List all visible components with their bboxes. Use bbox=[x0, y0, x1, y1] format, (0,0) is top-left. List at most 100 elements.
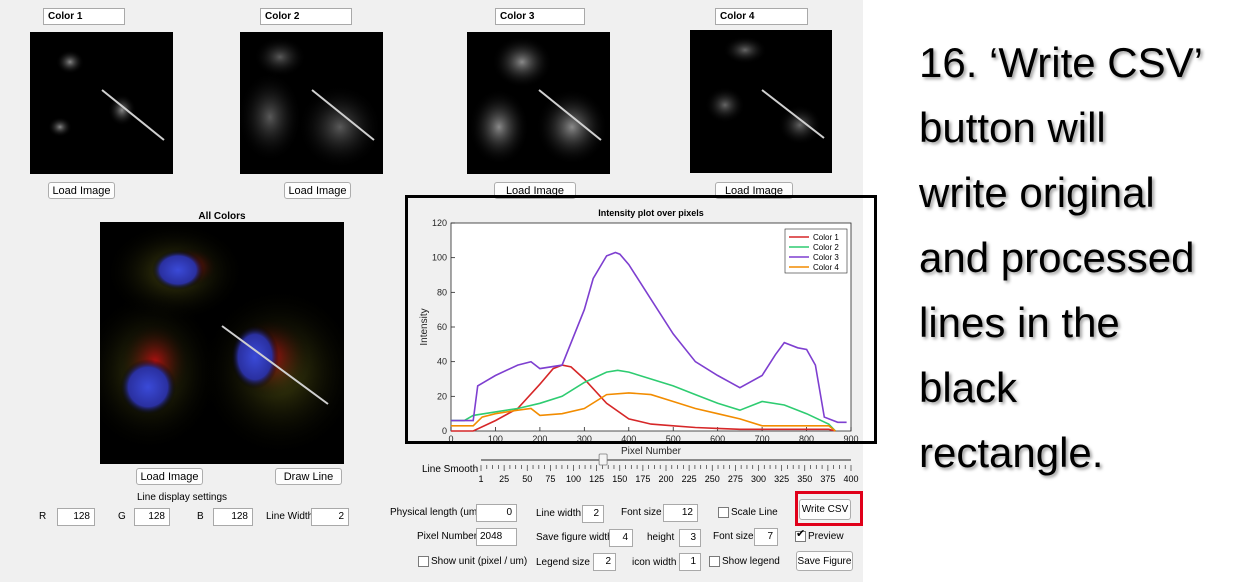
color4-load-image-button[interactable]: Load Image bbox=[715, 182, 793, 199]
x-tick-label: 900 bbox=[843, 434, 858, 444]
color2-image bbox=[240, 32, 383, 174]
show-legend-checkbox[interactable] bbox=[709, 556, 720, 567]
legend-entry: Color 1 bbox=[813, 233, 839, 242]
y-tick-label: 20 bbox=[437, 391, 447, 401]
color2-load-image-button[interactable]: Load Image bbox=[284, 182, 351, 199]
slider-tick-label: 175 bbox=[635, 474, 650, 484]
color3-title-field[interactable]: Color 3 bbox=[495, 8, 585, 25]
chart-title: Intensity plot over pixels bbox=[598, 208, 704, 218]
color1-image bbox=[30, 32, 173, 174]
series-line-3 bbox=[451, 251, 847, 424]
intensity-chart: Intensity plot over pixels 0 20 40 60 80 100 12… bbox=[419, 208, 859, 457]
legend-size-input[interactable]: 2 bbox=[593, 553, 616, 571]
legend-entry: Color 2 bbox=[813, 243, 839, 252]
show-legend-label: Show legend bbox=[722, 556, 780, 567]
instruction-line: and processed bbox=[919, 234, 1195, 281]
slider-tick-label: 350 bbox=[797, 474, 812, 484]
slider-tick-label: 75 bbox=[545, 474, 555, 484]
app-window: Color 1 Color 2 Color 3 Color 4 bbox=[0, 0, 863, 582]
height-input[interactable]: 3 bbox=[679, 529, 701, 547]
draw-line-button[interactable]: Draw Line bbox=[275, 468, 342, 485]
slider-tick-label: 50 bbox=[522, 474, 532, 484]
slider-tick-label: 1 bbox=[478, 474, 483, 484]
line-width-input[interactable]: 2 bbox=[311, 508, 349, 526]
b-label: B bbox=[197, 511, 204, 522]
icon-width-label: icon width bbox=[632, 557, 677, 568]
color3-load-image-button[interactable]: Load Image bbox=[494, 182, 576, 199]
x-tick-label: 600 bbox=[710, 434, 725, 444]
b-input[interactable]: 128 bbox=[213, 508, 253, 526]
slider-tick-label: 100 bbox=[566, 474, 581, 484]
legend-entry: Color 3 bbox=[813, 253, 839, 262]
x-tick-label: 800 bbox=[799, 434, 814, 444]
slider-tick-label: 250 bbox=[705, 474, 720, 484]
preview-label: Preview bbox=[808, 531, 844, 542]
series-line-2 bbox=[451, 369, 836, 432]
color2-title-field[interactable]: Color 2 bbox=[260, 8, 352, 25]
color1-load-image-button[interactable]: Load Image bbox=[48, 182, 115, 199]
g-label: G bbox=[118, 511, 126, 522]
x-tick-label: 100 bbox=[488, 434, 503, 444]
y-tick-label: 80 bbox=[437, 287, 447, 297]
plot-line-width-input[interactable]: 2 bbox=[582, 505, 604, 523]
x-tick-label: 700 bbox=[755, 434, 770, 444]
slider-tick-label: 150 bbox=[612, 474, 627, 484]
y-axis-label: Intensity bbox=[419, 308, 430, 345]
instruction-line: 16. ‘Write CSV’ bbox=[919, 39, 1203, 86]
instruction-line: write original bbox=[919, 169, 1155, 216]
instruction-line: rectangle. bbox=[919, 429, 1104, 476]
csv-output-black-rectangle bbox=[405, 195, 877, 444]
x-tick-label: 0 bbox=[448, 434, 453, 444]
r-input[interactable]: 128 bbox=[57, 508, 95, 526]
composite-image bbox=[100, 222, 344, 464]
slider-thumb[interactable] bbox=[598, 453, 608, 466]
slider-tick-label: 225 bbox=[682, 474, 697, 484]
show-unit-label: Show unit (pixel / um) bbox=[431, 556, 528, 567]
height-label: height bbox=[647, 532, 675, 543]
color1-title-field[interactable]: Color 1 bbox=[43, 8, 125, 25]
instruction-line: button will bbox=[919, 104, 1106, 151]
color4-title-field[interactable]: Color 4 bbox=[715, 8, 808, 25]
instruction-line: black bbox=[919, 364, 1018, 411]
composite-title: All Colors bbox=[198, 211, 246, 222]
save-figure-width-label: Save figure width bbox=[536, 532, 613, 543]
legend-entry: Color 4 bbox=[813, 263, 839, 272]
slider-tick-label: 25 bbox=[499, 474, 509, 484]
slider-tick-label: 200 bbox=[658, 474, 673, 484]
scale-line-checkbox[interactable] bbox=[718, 507, 729, 518]
y-tick-label: 60 bbox=[437, 322, 447, 332]
line-smooth-label: Line Smooth bbox=[422, 464, 479, 475]
physical-length-input[interactable]: 0 bbox=[476, 504, 517, 522]
save-figure-button[interactable]: Save Figure bbox=[796, 551, 853, 571]
line-display-settings-title: Line display settings bbox=[137, 492, 228, 503]
font-size2-input[interactable]: 7 bbox=[754, 528, 778, 546]
slider-tick-label: 400 bbox=[843, 474, 858, 484]
x-axis-label: Pixel Number bbox=[621, 446, 682, 457]
composite-load-image-button[interactable]: Load Image bbox=[136, 468, 203, 485]
series-line-4 bbox=[451, 392, 836, 432]
g-input[interactable]: 128 bbox=[134, 508, 170, 526]
slider-tick-label: 375 bbox=[820, 474, 835, 484]
pixel-number-input[interactable]: 2048 bbox=[476, 528, 517, 546]
save-figure-width-input[interactable]: 4 bbox=[609, 529, 633, 547]
font-size-input[interactable]: 12 bbox=[663, 504, 698, 522]
y-tick-label: 40 bbox=[437, 357, 447, 367]
write-csv-highlight bbox=[795, 491, 863, 526]
slider-tick-label: 300 bbox=[751, 474, 766, 484]
y-tick-label: 100 bbox=[432, 253, 447, 263]
font-size-label: Font size bbox=[621, 507, 662, 518]
font-size2-label: Font size bbox=[713, 531, 754, 542]
r-label: R bbox=[39, 511, 47, 522]
instruction-line: lines in the bbox=[919, 299, 1120, 346]
preview-checkbox[interactable]: ✔ bbox=[795, 529, 806, 542]
instruction-text: 16. ‘Write CSV’ button will write origin… bbox=[919, 30, 1203, 485]
scale-line-label: Scale Line bbox=[731, 507, 778, 518]
plot-area bbox=[450, 222, 852, 432]
icon-width-input[interactable]: 1 bbox=[679, 553, 701, 571]
show-unit-checkbox[interactable] bbox=[418, 556, 429, 567]
line-smooth-slider[interactable]: 1 25 50 75 100 125 150 175 200 225 250 275 300 325 350… bbox=[470, 452, 862, 488]
series-line-1 bbox=[451, 364, 836, 432]
line-width-label: Line Width bbox=[266, 511, 314, 522]
write-csv-button[interactable]: Write CSV bbox=[799, 499, 851, 520]
legend-size-label: Legend size bbox=[536, 557, 590, 568]
